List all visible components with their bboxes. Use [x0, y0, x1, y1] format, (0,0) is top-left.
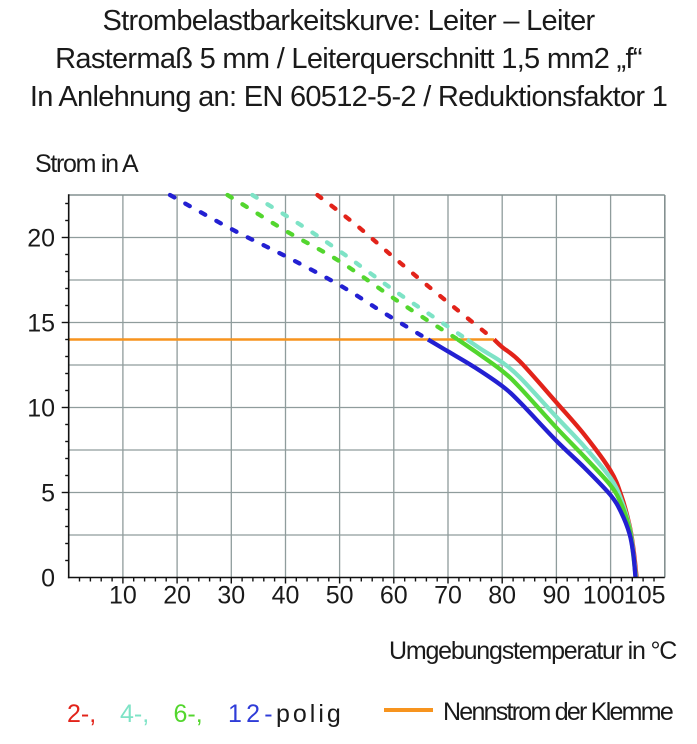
svg-text:30: 30	[217, 582, 245, 610]
svg-text:15: 15	[27, 310, 55, 338]
svg-text:60: 60	[380, 582, 408, 610]
svg-text:5: 5	[41, 480, 55, 508]
svg-text:90: 90	[542, 582, 570, 610]
svg-text:10: 10	[109, 582, 137, 610]
svg-text:20: 20	[163, 582, 191, 610]
svg-text:0: 0	[41, 565, 55, 593]
svg-text:50: 50	[326, 582, 354, 610]
svg-text:100: 100	[583, 582, 625, 610]
svg-text:70: 70	[434, 582, 462, 610]
svg-text:105: 105	[624, 582, 666, 610]
svg-text:40: 40	[272, 582, 300, 610]
svg-text:20: 20	[27, 225, 55, 253]
svg-text:80: 80	[488, 582, 516, 610]
svg-text:10: 10	[27, 395, 55, 423]
